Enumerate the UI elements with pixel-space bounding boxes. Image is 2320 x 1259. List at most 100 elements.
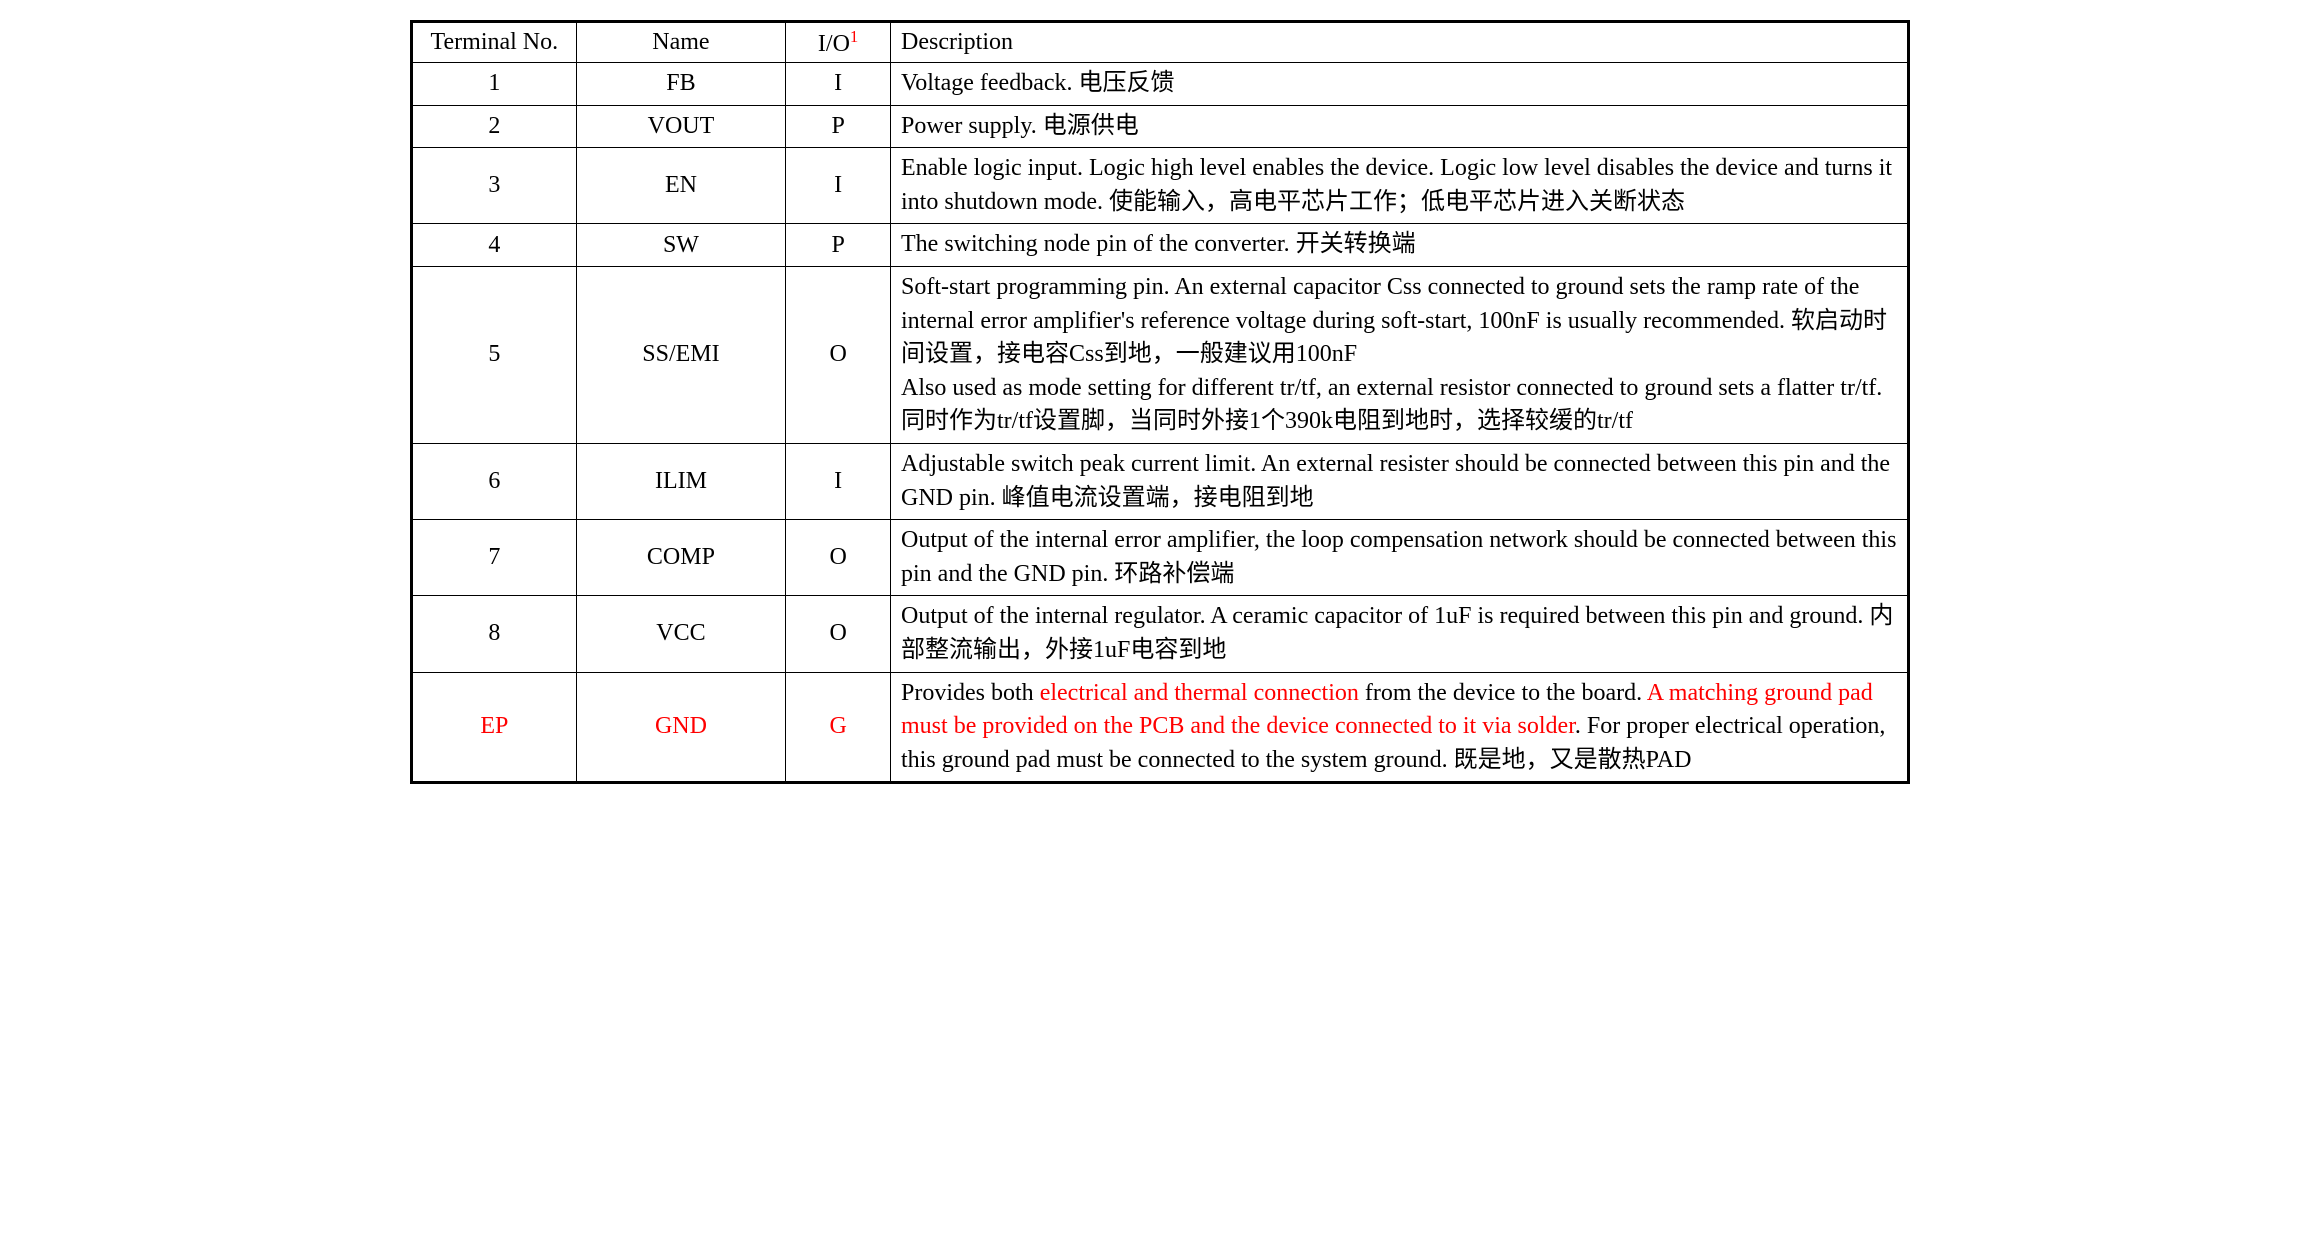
cell-terminal: 6 <box>412 443 577 519</box>
cell-name: VCC <box>576 596 786 672</box>
cell-description: Soft-start programming pin. An external … <box>891 266 1909 443</box>
name-value: COMP <box>647 544 715 570</box>
cell-description: Output of the internal error amplifier, … <box>891 520 1909 596</box>
io-value: O <box>829 620 846 646</box>
table-row: 2 VOUT P Power supply. 电源供电 <box>412 105 1909 148</box>
description-segment: Adjustable switch peak current limit. An… <box>901 451 1890 511</box>
description-text: Soft-start programming pin. An external … <box>901 274 1887 434</box>
terminal-value: 5 <box>488 341 500 367</box>
io-value: I <box>834 468 842 494</box>
cell-description: The switching node pin of the converter.… <box>891 224 1909 267</box>
table-row: 3 EN I Enable logic input. Logic high level… <box>412 148 1909 224</box>
io-value: I <box>834 70 842 96</box>
cell-description: Provides both electrical and thermal con… <box>891 672 1909 783</box>
io-value: O <box>829 544 846 570</box>
pin-description-table-container: Terminal No. Name I/O1 Description 1FBIV… <box>410 20 1910 784</box>
terminal-value: EP <box>480 713 508 739</box>
cell-terminal: 8 <box>412 596 577 672</box>
cell-name: VOUT <box>576 105 786 148</box>
cell-io: P <box>786 105 891 148</box>
description-segment: from the device to the board. <box>1359 680 1647 706</box>
header-description: Description <box>891 22 1909 63</box>
description-text: Output of the internal regulator. A cera… <box>901 603 1893 663</box>
description-segment: Voltage feedback. 电压反馈 <box>901 70 1174 96</box>
io-value: I <box>834 172 842 198</box>
cell-terminal: 7 <box>412 520 577 596</box>
terminal-value: 6 <box>488 468 500 494</box>
cell-name: SW <box>576 224 786 267</box>
description-text: Output of the internal error amplifier, … <box>901 527 1896 587</box>
terminal-value: 1 <box>488 70 500 96</box>
name-value: VOUT <box>648 113 715 139</box>
cell-io: I <box>786 148 891 224</box>
description-segment: The switching node pin of the converter.… <box>901 231 1416 257</box>
cell-name: ILIM <box>576 443 786 519</box>
io-value: G <box>829 713 846 739</box>
io-value: O <box>829 341 846 367</box>
cell-io: I <box>786 443 891 519</box>
table-row: 4 SW P The switching node pin of the conver… <box>412 224 1909 267</box>
table-row: 6 ILIM I Adjustable switch peak current lim… <box>412 443 1909 519</box>
cell-terminal: EP <box>412 672 577 783</box>
cell-terminal: 3 <box>412 148 577 224</box>
description-segment: electrical and thermal connection <box>1040 680 1359 706</box>
cell-terminal: 2 <box>412 105 577 148</box>
header-terminal-label: Terminal No. <box>431 29 559 55</box>
table-header: Terminal No. Name I/O1 Description <box>412 22 1909 63</box>
name-value: VCC <box>656 620 705 646</box>
cell-description: Power supply. 电源供电 <box>891 105 1909 148</box>
description-segment: Output of the internal error amplifier, … <box>901 527 1896 587</box>
cell-description: Enable logic input. Logic high level ena… <box>891 148 1909 224</box>
header-io-label: I/O <box>818 31 850 57</box>
name-value: GND <box>655 713 707 739</box>
table-row: 5 SS/EMI O Soft-start programming pin. An e… <box>412 266 1909 443</box>
name-value: SS/EMI <box>642 341 719 367</box>
terminal-value: 3 <box>488 172 500 198</box>
cell-description: Voltage feedback. 电压反馈 <box>891 63 1909 106</box>
table-body: 1 FB I Voltage feedback. 电压反馈 2 VOUT P Power su… <box>412 63 1909 783</box>
table-row: 7 COMP O Output of the internal error ampli… <box>412 520 1909 596</box>
io-value: P <box>831 232 844 258</box>
description-text: The switching node pin of the converter.… <box>901 231 1416 257</box>
name-value: EN <box>665 172 697 198</box>
table-row: 1 FB I Voltage feedback. 电压反馈 <box>412 63 1909 106</box>
name-value: FB <box>666 70 695 96</box>
name-value: ILIM <box>655 468 707 494</box>
cell-terminal: 1 <box>412 63 577 106</box>
cell-io: O <box>786 520 891 596</box>
description-text: Adjustable switch peak current limit. An… <box>901 451 1890 511</box>
cell-terminal: 4 <box>412 224 577 267</box>
cell-io: G <box>786 672 891 783</box>
pin-description-table: Terminal No. Name I/O1 Description 1FBIV… <box>410 20 1910 784</box>
description-text: Voltage feedback. 电压反馈 <box>901 70 1174 96</box>
description-segment: Output of the internal regulator. A cera… <box>901 603 1893 663</box>
cell-name: SS/EMI <box>576 266 786 443</box>
header-name-label: Name <box>652 29 709 55</box>
description-segment: Enable logic input. Logic high level ena… <box>901 155 1892 215</box>
cell-terminal: 5 <box>412 266 577 443</box>
terminal-value: 8 <box>488 620 500 646</box>
description-segment: Provides both <box>901 680 1040 706</box>
table-row: EP GND G Provides both electrical and therm… <box>412 672 1909 783</box>
description-text: Enable logic input. Logic high level ena… <box>901 155 1892 215</box>
cell-description: Output of the internal regulator. A cera… <box>891 596 1909 672</box>
cell-io: I <box>786 63 891 106</box>
cell-name: FB <box>576 63 786 106</box>
header-name: Name <box>576 22 786 63</box>
name-value: SW <box>663 232 699 258</box>
terminal-value: 2 <box>488 113 500 139</box>
header-io: I/O1 <box>786 22 891 63</box>
terminal-value: 4 <box>488 232 500 258</box>
cell-io: O <box>786 266 891 443</box>
cell-name: EN <box>576 148 786 224</box>
table-row: 8 VCC O Output of the internal regulator. A… <box>412 596 1909 672</box>
cell-name: COMP <box>576 520 786 596</box>
description-text: Power supply. 电源供电 <box>901 113 1139 139</box>
description-segment: Also used as mode setting for different … <box>901 375 1882 435</box>
description-segment: Soft-start programming pin. An external … <box>901 274 1887 367</box>
cell-description: Adjustable switch peak current limit. An… <box>891 443 1909 519</box>
cell-name: GND <box>576 672 786 783</box>
header-io-superscript: 1 <box>850 27 858 46</box>
io-value: P <box>831 113 844 139</box>
description-text: Provides both electrical and thermal con… <box>901 680 1885 773</box>
